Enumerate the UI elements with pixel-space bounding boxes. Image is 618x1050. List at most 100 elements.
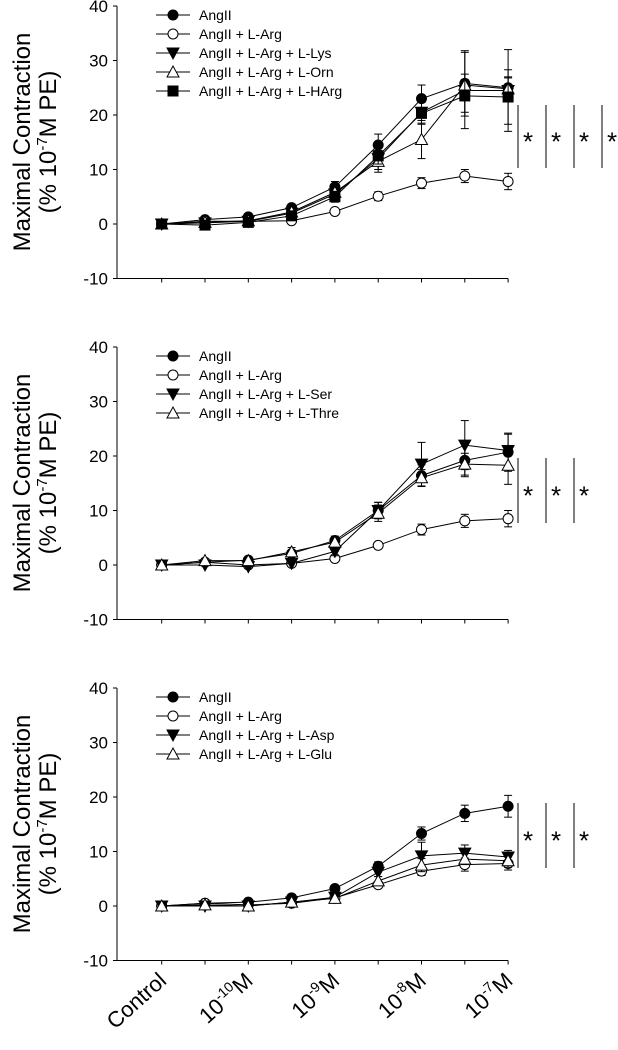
legend-marker — [166, 746, 180, 760]
data-point — [457, 457, 472, 470]
data-point — [414, 470, 429, 484]
legend-marker — [166, 47, 180, 61]
y-label-exponent: -7 — [34, 478, 51, 491]
significance-asterisk: * — [523, 826, 533, 856]
data-point — [414, 132, 429, 146]
data-point — [371, 506, 386, 519]
y-label-exponent: -7 — [34, 137, 51, 150]
data-point — [284, 544, 299, 558]
data-point — [371, 873, 386, 887]
y-label-prefix: (% 10 — [35, 151, 62, 214]
y-tick-label: -10 — [83, 270, 108, 289]
chart-panel-1: Maximal Contraction (% 10-7M PE) 40 30 20 10 0… — [9, 0, 617, 289]
y-axis-label-line1: Maximal Contraction — [9, 715, 36, 934]
significance-asterisk: * — [523, 127, 533, 157]
significance-asterisk: * — [551, 826, 561, 856]
data-point — [241, 553, 256, 567]
y-tick-label: 20 — [89, 447, 108, 466]
legend-item: AngII + L-Arg — [156, 367, 282, 383]
data-point — [501, 853, 515, 867]
y-axis-label-line1: Maximal Contraction — [9, 374, 36, 593]
legend-item: AngII + L-Arg — [156, 708, 282, 724]
x-tick-label: 10-7M — [458, 966, 517, 1023]
data-point — [414, 458, 429, 472]
data-point — [154, 898, 169, 912]
legend-label: AngII + L-Arg — [199, 708, 282, 724]
data-point — [284, 557, 299, 571]
data-point — [416, 107, 427, 119]
legend-marker — [166, 64, 180, 78]
data-point — [502, 91, 514, 103]
y-tick-label: -10 — [83, 952, 108, 971]
legend-marker — [167, 710, 179, 722]
legend-label: AngII — [199, 689, 232, 705]
data-point — [501, 458, 515, 471]
significance-asterisk: * — [523, 481, 533, 511]
legend-label: AngII + L-Arg + L-Thre — [199, 405, 339, 421]
y-tick-label: 10 — [89, 502, 108, 521]
legend-label: AngII + L-Arg + L-Ser — [199, 386, 332, 402]
data-point — [457, 439, 472, 453]
data-point — [372, 190, 384, 202]
significance-asterisk: * — [551, 481, 561, 511]
y-tick-label: 0 — [99, 215, 108, 234]
y-axis-label-line1: Maximal Contraction — [9, 33, 36, 252]
data-point — [459, 170, 471, 182]
legend-marker — [167, 28, 179, 40]
y-tick-label: 0 — [99, 556, 108, 575]
y-label-suffix: M PE) — [35, 753, 62, 820]
data-point — [329, 205, 341, 217]
legend-marker — [166, 729, 180, 743]
y-axis-label-line2: (% 10-7M PE) — [34, 71, 62, 214]
legend-item: AngII + L-Arg + L-Asp — [156, 727, 335, 743]
legend-label: AngII + L-Arg + L-Lys — [199, 45, 332, 61]
legend-marker — [167, 85, 179, 97]
legend-label: AngII + L-Arg + L-HArg — [199, 83, 342, 99]
data-point — [416, 828, 427, 840]
data-point — [199, 219, 211, 231]
data-point — [242, 216, 254, 228]
series-line — [161, 82, 509, 225]
x-tick-label: 10-8M — [372, 966, 431, 1023]
legend-label: AngII — [199, 348, 232, 364]
y-label-prefix: (% 10 — [35, 833, 62, 896]
data-point — [156, 218, 168, 230]
y-label-suffix: M PE) — [35, 412, 62, 479]
y-tick-label: 40 — [89, 679, 108, 698]
data-point — [284, 895, 299, 908]
series-line — [161, 95, 509, 226]
legend-label: AngII + L-Arg + L-Asp — [199, 727, 335, 743]
data-point — [502, 513, 514, 525]
legend-label: AngII + L-Arg + L-Glu — [199, 746, 332, 762]
significance-asterisk: * — [607, 127, 617, 157]
legend-item: AngII — [156, 7, 232, 23]
y-tick-label: 40 — [89, 338, 108, 357]
legend-marker — [167, 369, 179, 381]
chart-panel-3: Maximal Contraction (% 10-7M PE) 40 30 20 10 0… — [9, 679, 589, 1034]
x-tick-base: Control — [102, 968, 171, 1034]
significance-asterisk: * — [579, 481, 589, 511]
data-point — [372, 539, 384, 551]
data-point — [459, 515, 471, 527]
series-angii-l-arg-l-glu — [154, 852, 515, 912]
data-point — [371, 866, 386, 880]
data-point — [416, 524, 427, 536]
y-tick-label: 10 — [89, 843, 108, 862]
data-point — [286, 210, 298, 222]
legend-marker — [166, 405, 180, 419]
legend-label: AngII + L-Arg + L-Orn — [199, 64, 334, 80]
data-point — [198, 553, 212, 567]
series-line — [161, 84, 509, 225]
x-tick-label: 10-10M — [193, 966, 258, 1028]
legend-item: AngII + L-Arg — [156, 26, 282, 42]
y-tick-label: -10 — [83, 611, 108, 630]
data-point — [502, 175, 514, 187]
data-point — [198, 897, 212, 911]
y-tick-label: 10 — [89, 161, 108, 180]
y-tick-label: 30 — [89, 393, 108, 412]
data-point — [372, 150, 384, 162]
data-point — [459, 90, 471, 102]
y-axis-label-line2: (% 10-7M PE) — [34, 412, 62, 555]
y-tick-label: 20 — [89, 788, 108, 807]
